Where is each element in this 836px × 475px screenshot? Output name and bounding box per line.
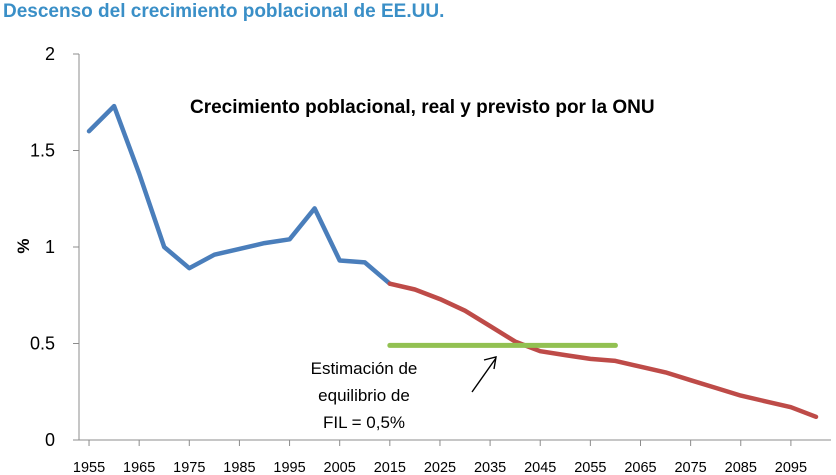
x-axis: 1955 1965 1975 1985 1995 2005 2015 2025 2035 2045… xyxy=(73,439,831,475)
y-tick-label: 2 xyxy=(45,44,55,64)
x-tick-label: 2095 xyxy=(775,460,807,475)
y-axis-label: % xyxy=(14,238,33,253)
annotation-line-1: Estimación de xyxy=(311,359,418,378)
x-tick-label: 1995 xyxy=(273,460,305,475)
y-tick-label: 0.5 xyxy=(30,334,55,354)
x-tick-label: 2035 xyxy=(474,460,506,475)
x-tick-label: 1975 xyxy=(173,460,205,475)
y-tick-label: 1.5 xyxy=(30,141,55,161)
y-tick-label: 1 xyxy=(45,237,55,257)
x-tick-label: 2025 xyxy=(424,460,456,475)
page-title: Descenso del crecimiento poblacional de … xyxy=(3,1,445,22)
annotation: Estimación de equilibrio de FIL = 0,5% xyxy=(311,356,497,432)
y-axis: 0 0.5 1 1.5 2 xyxy=(30,44,80,450)
x-tick-label: 1965 xyxy=(123,460,155,475)
x-tick-label: 2005 xyxy=(324,460,356,475)
chart-title: Crecimiento poblacional, real y previsto… xyxy=(190,97,655,118)
series-line-previsto-por-la-onu xyxy=(387,281,819,420)
y-tick-label: 0 xyxy=(45,430,55,450)
x-tick-label: 2045 xyxy=(524,460,556,475)
x-tick-label: 2055 xyxy=(574,460,606,475)
x-tick-label: 2065 xyxy=(624,460,656,475)
arrow-icon xyxy=(471,356,497,393)
annotation-line-2: equilibrio de xyxy=(318,386,410,405)
series-layer xyxy=(86,103,819,420)
annotation-line-3: FIL = 0,5% xyxy=(323,413,405,432)
x-tick-label: 2085 xyxy=(725,460,757,475)
x-tick-label: 1955 xyxy=(73,460,105,475)
x-tick-label: 1985 xyxy=(223,460,255,475)
x-tick-label: 2075 xyxy=(674,460,706,475)
x-tick-label: 2015 xyxy=(374,460,406,475)
series-line-real xyxy=(86,103,393,286)
